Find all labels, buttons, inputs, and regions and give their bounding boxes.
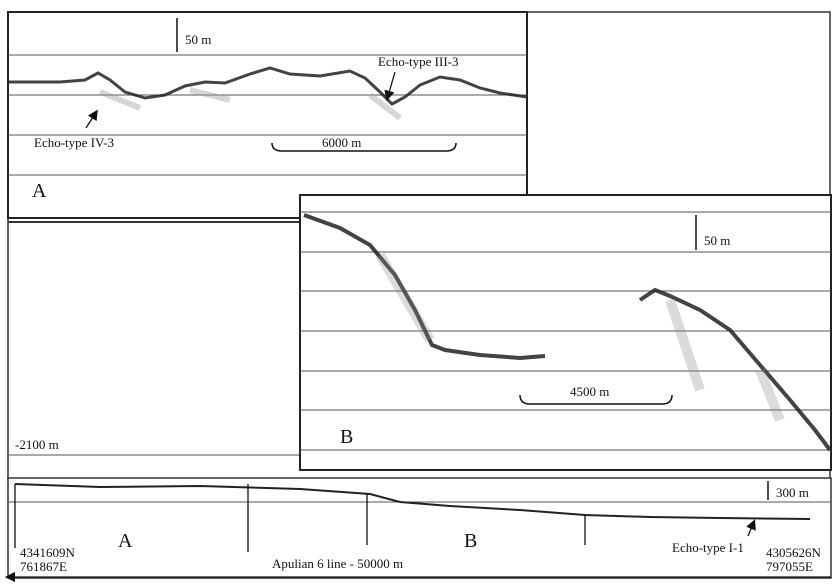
segment-label: B — [464, 530, 477, 552]
panel-label: A — [32, 180, 47, 202]
echo-label: Echo-type I-1 — [672, 540, 744, 555]
echo-label: Echo-type III-3 — [378, 54, 459, 69]
scale-label: 50 m — [704, 233, 730, 248]
coordinate: 797055E — [766, 559, 813, 574]
panel-label: B — [340, 426, 353, 448]
length-label: 6000 m — [322, 135, 361, 150]
segment-label: A — [118, 530, 133, 552]
panel-a: 50 m Echo-type III-3 Echo-type IV-3 6000… — [8, 12, 527, 218]
coordinate: 761867E — [20, 559, 67, 574]
scale-label: 300 m — [776, 485, 809, 500]
overview: 300 m A B 4341609N 761867E Apulian 6 lin… — [8, 478, 831, 578]
echo-label: Echo-type IV-3 — [34, 135, 114, 150]
coordinate: 4305626N — [766, 545, 822, 560]
line-name: Apulian 6 line - 50000 m — [272, 556, 403, 571]
coordinate: 4341609N — [20, 545, 76, 560]
figure: -2100 m 50 m Echo-type III-3 Echo-type I… — [0, 0, 832, 585]
scale-label: 50 m — [185, 32, 211, 47]
depth-label: -2100 m — [15, 437, 59, 452]
length-label: 4500 m — [570, 384, 609, 399]
panel-b: 50 m 4500 m B — [300, 195, 831, 470]
